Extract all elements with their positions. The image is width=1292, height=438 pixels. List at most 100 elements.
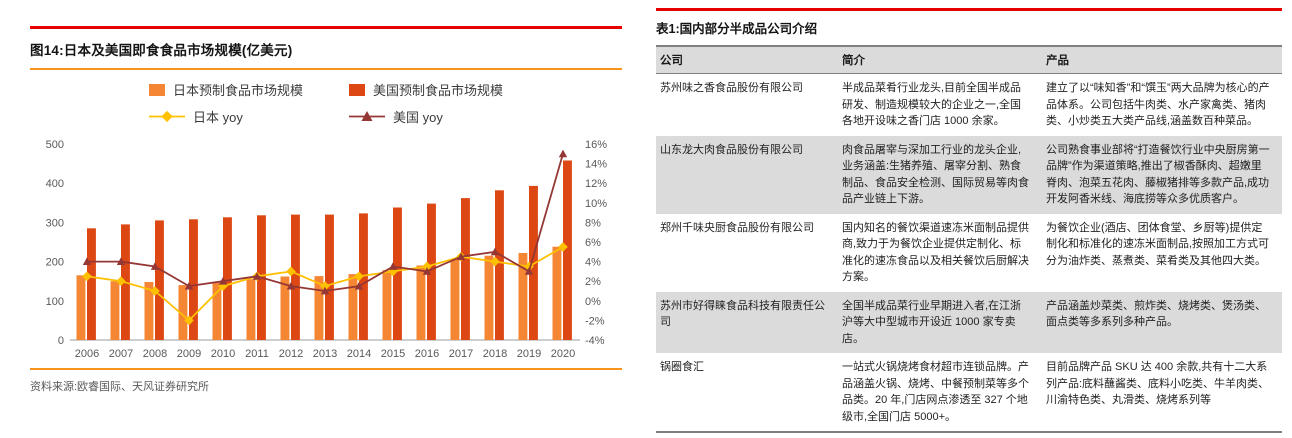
figure-source: 资料来源:欧睿国际、天风证券研究所 [30,381,210,393]
bar [484,255,494,340]
table-row: 锅圈食汇 一站式火锅烧烤食材超市连锁品牌。产品涵盖火锅、烧烤、中餐预制菜等多个品类… [656,353,1282,433]
bar [461,198,470,340]
diamond-marker-icon [82,271,92,282]
legend-item: 美国预制食品市场规模 [349,80,503,99]
legend-item: 日本预制食品市场规模 [148,80,303,99]
triangle-marker-icon [490,247,500,256]
figure-title-rule [30,68,622,70]
column-header: 简介 [838,45,1042,74]
figure-bottom-rule [30,368,622,370]
table-row: 郑州千味央厨食品股份有限公司 国内知名的餐饮渠道速冻米面制品提供商,致力于为餐饮企… [656,214,1282,292]
triangle-marker-icon [524,267,534,275]
left-axis-tick: 400 [46,178,64,190]
x-axis-tick: 2020 [551,348,575,360]
market-size-chart: 0 100 200 300 400 500 -4% -2% 0% 2% 4% 6% 8% 10% 12% 14… [46,139,608,360]
x-axis-tick: 2017 [449,348,473,360]
table-cell: 肉食品屠宰与深加工行业的龙头企业,业务涵盖:生猪养殖、屠宰分割、熟食制品、食品安… [842,143,1029,206]
right-axis-tick: 4% [585,257,601,269]
legend-item: 美国 yoy [349,107,503,126]
legend-item: 日本 yoy [148,107,303,126]
x-axis-tick: 2011 [245,348,269,360]
table-cell: 一站式火锅烧烤食材超市连锁品牌。产品涵盖火锅、烧烤、中餐预制菜等多个品类。20 … [838,353,1042,433]
table-cell: 苏州市好得睐食品科技有限责任公司 [660,299,825,329]
bar [212,282,222,340]
bar [427,203,436,340]
figure-top-rule [30,26,622,29]
bar [189,219,198,340]
table-cell: 苏州味之香食品股份有限公司 [660,82,803,94]
right-axis-tick: -2% [585,315,605,327]
bar [495,190,504,340]
left-axis-tick: 0 [58,335,64,347]
column-header: 产品 [1042,45,1282,74]
x-axis-tick: 2019 [517,348,541,360]
triangle-marker-icon [116,257,126,265]
table-row: 苏州味之香食品股份有限公司 半成品菜肴行业龙头,目前全国半成品研发、制造规模较大的… [656,74,1282,136]
bar [393,207,402,340]
x-axis-tick: 2007 [109,348,133,360]
legend-label: 日本 yoy [192,110,243,125]
legend-swatch-icon [148,83,165,96]
table-cell: 山东龙大肉食品股份有限公司 [660,143,803,156]
triangle-marker-icon [456,252,466,261]
table-cell: 建立了以“味知香”和“馔玉”两大品牌为核心的产品体系。公司包括牛肉类、水产家禽类… [1046,82,1270,127]
x-axis-tick: 2014 [347,348,371,360]
x-axis-tick: 2013 [313,348,337,360]
table-title: 表1:国内部分半成品公司介绍 [656,22,818,36]
right-axis-tick: 8% [585,217,601,229]
table-cell: 产品涵盖炒菜类、煎炸类、烧烤类、煲汤类、面点类等多系列多种产品。 [1046,299,1266,329]
bar [552,246,562,340]
left-axis-tick: 200 [46,257,64,269]
bar [246,279,256,340]
legend-label: 美国预制食品市场规模 [373,83,504,98]
x-axis-tick: 2010 [211,348,235,360]
triangle-marker-icon [150,262,160,270]
bar [87,228,96,340]
x-axis-tick: 2015 [381,348,405,360]
left-axis-tick: 500 [46,139,64,151]
table-cell: 目前品牌产品 SKU 达 400 余款,共有十二大系列产品:底料蘸酱类、底料小吃… [1042,353,1282,433]
x-axis-tick: 2009 [177,348,201,360]
legend-label: 美国 yoy [393,110,443,125]
triangle-marker-icon [184,281,194,290]
bar [348,274,358,340]
chart-legend: 日本预制食品市场规模 美国预制食品市场规模日本 yoy 美国 yoy [30,80,622,126]
bar [359,213,368,340]
company-table: 公司 简介 产品苏州味之香食品股份有限公司 半成品菜肴行业龙头,目前全国半成品研发、制… [656,45,1282,433]
figure-panel: 图14:日本及美国即食食品市场规模(亿美元) 日本预制食品市场规模 美国预制食品市… [30,26,622,394]
x-axis-tick: 2012 [279,348,303,360]
bar [76,275,86,340]
table-cell: 为餐饮企业(酒店、团体食堂、乡厨等)提供定制化和标准化的速冻米面制品,按照加工方… [1046,221,1270,267]
triangle-marker-icon [252,272,262,280]
table-cell: 锅圈食汇 [656,353,838,433]
bar [291,214,300,340]
bar [223,217,232,340]
left-axis-tick: 100 [46,296,64,308]
bar [178,285,188,340]
bar [144,282,154,340]
bar [382,270,392,340]
table-row: 苏州市好得睐食品科技有限责任公司 全国半成品菜行业早期进入者,在江浙沪等大中型城市… [656,291,1282,353]
legend-swatch-icon [349,83,365,96]
triangle-marker-icon [82,257,92,265]
bar [518,253,528,340]
bar [325,214,334,340]
table-row: 山东龙大肉食品股份有限公司 肉食品屠宰与深加工行业的龙头企业,业务涵盖:生猪养殖、… [656,135,1282,214]
triangle-marker-icon [320,286,330,295]
table-cell: 全国半成品菜行业早期进入者,在江浙沪等大中型城市开设近 1000 家专卖店。 [842,299,1022,345]
table-cell: 国内知名的餐饮渠道速冻米面制品提供商,致力于为餐饮企业提供定制化、标准化的速冻食… [842,221,1029,284]
x-axis-tick: 2018 [483,348,507,360]
right-axis-tick: -4% [585,335,605,347]
table-top-rule [656,8,1282,11]
left-axis-tick: 300 [46,217,64,229]
x-axis-tick: 2016 [415,348,439,360]
legend-label: 日本预制食品市场规模 [172,83,303,98]
column-header: 公司 [656,45,838,74]
table-cell: 半成品菜肴行业龙头,目前全国半成品研发、制造规模较大的企业之一,全国各地开设味之… [842,82,1022,127]
right-axis-tick: 16% [585,139,607,151]
bar [314,276,324,340]
bar [280,276,290,340]
right-axis-tick: 0% [585,296,601,308]
right-axis-tick: 6% [585,237,601,249]
